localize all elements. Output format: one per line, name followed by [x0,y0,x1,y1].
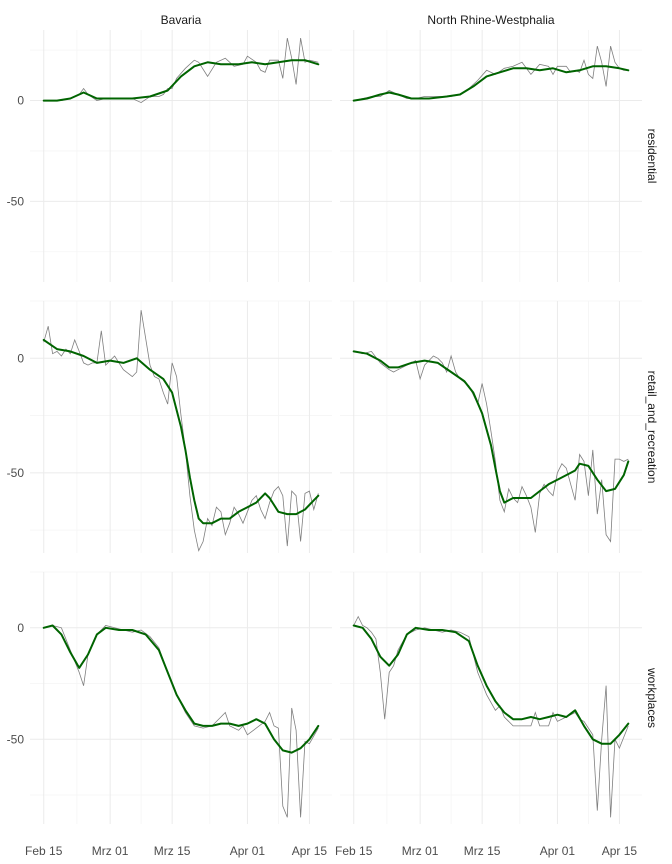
x-tick-label: Feb 15 [335,844,373,858]
panel [30,300,332,553]
row-strip-label: retail_and_recreation [645,371,659,484]
raw-series-line [353,615,629,818]
panel [30,571,332,824]
raw-series-line [43,625,319,818]
y-tick-label: -50 [7,466,25,480]
column-strip-label: Bavaria [161,13,202,27]
raw-series-line [353,45,629,101]
row-strip-label: workplaces [645,667,659,728]
raw-series-line [43,310,319,552]
smoothed-series-line [42,338,320,525]
x-tick-label: Mrz 15 [154,844,191,858]
x-tick-label: Mrz 01 [402,844,439,858]
raw-series-line [353,350,629,543]
x-tick-label: Apr 15 [602,844,638,858]
smoothed-series-line [352,65,630,102]
x-tick-label: Apr 01 [230,844,266,858]
y-tick-label: -50 [7,194,25,208]
panel [340,300,642,553]
panel [340,30,642,282]
row-strip-label: residential [645,129,659,184]
y-tick-label: -50 [7,732,25,746]
smoothed-series-line [352,624,630,745]
x-tick-label: Apr 01 [540,844,576,858]
smoothed-series-line [42,59,320,102]
x-tick-label: Mrz 01 [92,844,129,858]
x-tick-label: Feb 15 [25,844,63,858]
x-tick-label: Apr 15 [292,844,328,858]
x-tick-label: Mrz 15 [464,844,501,858]
y-tick-label: 0 [17,621,24,635]
smoothed-series-line [42,624,320,754]
column-strip-label: North Rhine-Westphalia [427,13,554,27]
y-tick-label: 0 [17,351,24,365]
smoothed-series-line [352,350,630,504]
raw-series-line [43,38,319,104]
y-tick-label: 0 [17,94,24,108]
panel [340,571,642,824]
panel [30,30,332,282]
